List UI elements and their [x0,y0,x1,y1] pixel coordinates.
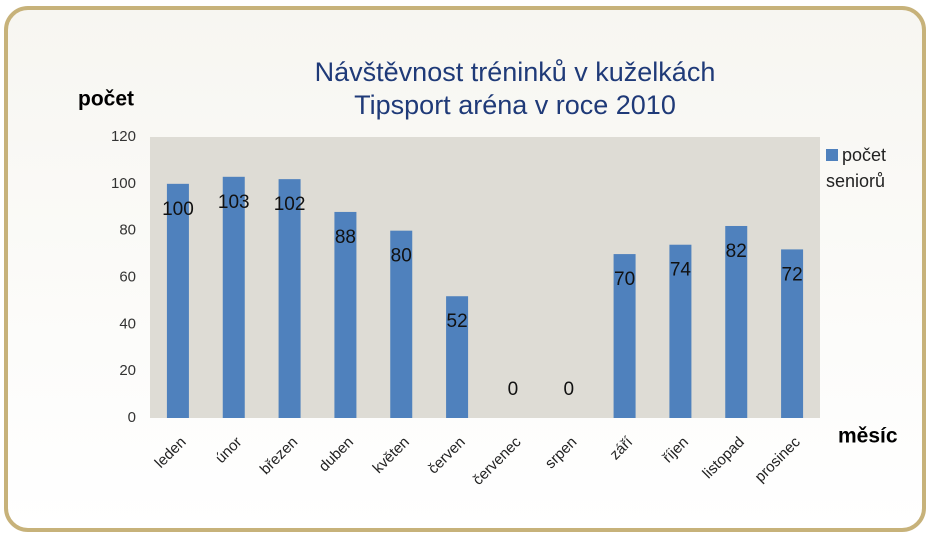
y-tick-label: 40 [119,315,136,332]
y-axis-label: počet [78,88,134,111]
plot-area [150,137,820,418]
chart-title: Návštěvnost tréninků v kuželkách [315,57,716,87]
data-label: 102 [274,194,306,215]
data-label: 80 [391,246,412,267]
bar [725,225,748,418]
data-label: 88 [335,227,356,248]
legend: počet seniorů [826,142,926,194]
data-label: 74 [670,260,692,281]
bar [781,249,804,418]
y-tick-label: 60 [119,268,136,285]
bar [669,244,692,418]
bar [166,183,189,418]
bar [278,179,301,418]
bar [222,176,245,418]
bar [613,254,636,418]
bar [446,296,469,418]
data-label: 72 [782,264,803,285]
legend-label: počet seniorů [826,145,887,191]
data-label: 0 [563,379,574,400]
legend-swatch [826,149,838,161]
data-label: 82 [726,241,747,262]
bar [334,211,357,418]
bar [390,230,413,418]
y-tick-label: 80 [119,222,136,239]
data-label: 70 [614,269,635,290]
y-tick-label: 100 [111,175,136,192]
y-tick-label: 20 [119,362,136,379]
y-tick-label: 0 [128,409,136,426]
data-label: 100 [162,199,194,220]
y-tick-label: 120 [111,128,136,145]
x-axis-label: měsíc [838,425,898,448]
chart-title: Tipsport aréna v roce 2010 [354,90,676,120]
data-label: 0 [508,379,519,400]
data-label: 103 [218,192,250,213]
data-label: 52 [447,311,468,332]
